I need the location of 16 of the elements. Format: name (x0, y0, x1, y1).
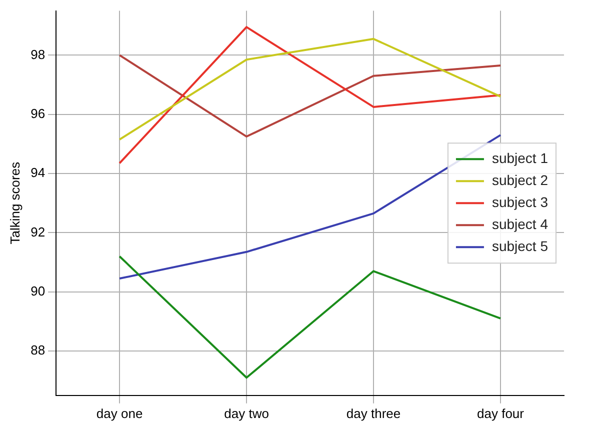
y-tick-label: 92 (30, 224, 46, 240)
y-tick-label: 98 (30, 46, 46, 62)
y-tick-label: 90 (30, 283, 46, 298)
legend-label: subject 1 (492, 150, 548, 166)
legend-label: subject 5 (492, 238, 548, 254)
legend-label: subject 2 (492, 172, 548, 188)
legend-label: subject 3 (492, 194, 548, 210)
x-tick-label: day four (477, 406, 525, 421)
y-tick-label: 96 (30, 106, 46, 121)
x-tick-label: day two (224, 406, 269, 421)
x-tick-label: day three (346, 406, 401, 421)
y-axis-title: Talking scores (7, 161, 22, 244)
legend-label: subject 4 (492, 216, 548, 232)
y-tick-label: 88 (30, 342, 46, 358)
x-tick-label: day one (96, 406, 143, 421)
y-tick-label: 94 (30, 165, 46, 180)
